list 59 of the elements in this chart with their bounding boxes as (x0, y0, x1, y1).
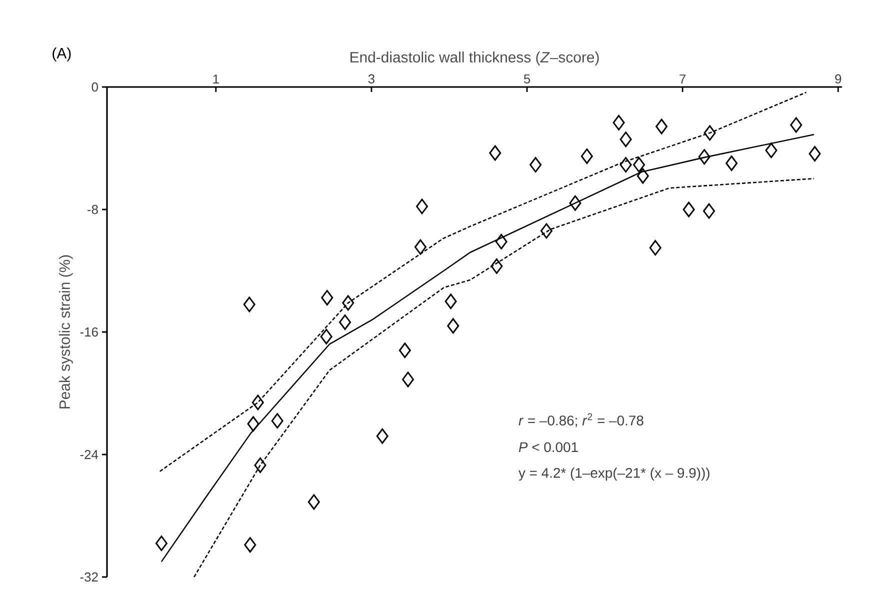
annotation: r = –0.86; r$^{2}$ = –0.78 (518, 413, 644, 428)
point (243, 296, 256, 312)
point (569, 195, 582, 211)
line-series (193, 178, 815, 578)
point (308, 494, 320, 510)
annotation: y = 4.2* (1–exp(–21* (x – 9.9))) (518, 468, 710, 481)
point (704, 125, 716, 141)
point (682, 202, 695, 218)
point (414, 239, 426, 255)
annotation: P < 0.001 (518, 442, 578, 452)
point (495, 234, 508, 250)
y-axis-title: Peak systolic strain (%) (58, 255, 73, 408)
line-series (160, 134, 815, 562)
point (790, 117, 802, 133)
point (612, 114, 625, 130)
point (252, 394, 264, 410)
point (244, 537, 256, 553)
point (633, 157, 646, 173)
point (765, 142, 778, 158)
point (620, 157, 632, 173)
point (490, 258, 503, 274)
x-tick-label: 7 (680, 74, 686, 84)
point (247, 416, 260, 432)
x-tick-label: 1 (213, 74, 219, 84)
y-tick-label: -32 (80, 572, 98, 582)
point (447, 318, 460, 334)
x-axis-title: End-diastolic wall thickness (Z–score) (350, 52, 599, 66)
point (530, 157, 542, 173)
point (155, 536, 168, 552)
point (321, 290, 334, 306)
point (271, 413, 284, 429)
point (444, 294, 457, 310)
point (376, 428, 388, 444)
point (339, 314, 352, 330)
point (580, 148, 593, 164)
point (402, 372, 414, 388)
point (398, 342, 411, 358)
point (703, 203, 716, 219)
point (342, 295, 354, 311)
x-tick-label: 3 (368, 74, 374, 84)
point (540, 223, 552, 239)
point (320, 328, 332, 344)
point (636, 168, 649, 184)
point (808, 146, 821, 162)
point (656, 118, 668, 134)
y-tick-label: -8 (88, 204, 98, 214)
x-tick-label: 9 (835, 74, 842, 84)
point (416, 198, 428, 214)
point (698, 149, 710, 165)
text: (A) (52, 48, 71, 62)
x-tick-label: 5 (524, 74, 530, 84)
y-tick-label: -16 (80, 327, 98, 337)
point (726, 156, 738, 172)
point (620, 132, 632, 148)
point (254, 457, 266, 473)
point (649, 240, 662, 256)
point (489, 145, 502, 161)
y-tick-label: -24 (80, 450, 98, 460)
y-tick-label: 0 (92, 82, 98, 92)
